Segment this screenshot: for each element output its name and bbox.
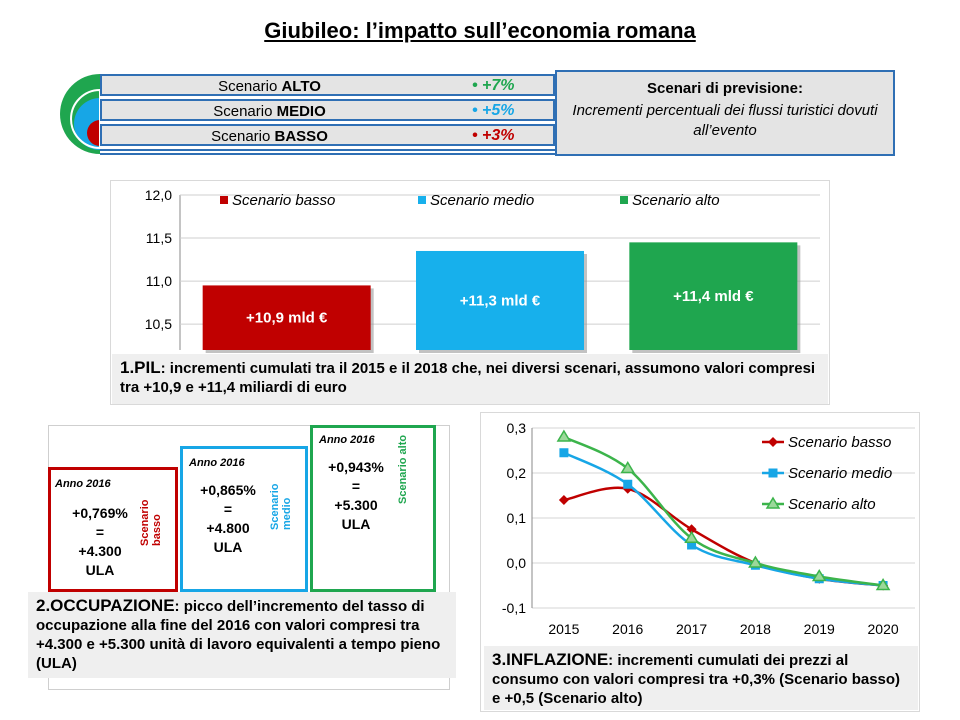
occupazione-value: +0,769% = +4.300 ULA xyxy=(72,505,128,578)
x-tick-label: 2018 xyxy=(740,621,771,637)
legend-label: Scenario basso xyxy=(232,192,335,209)
occupazione-value: +0,943% = +5.300 ULA xyxy=(328,459,384,532)
bar-data-label: +10,9 mld € xyxy=(246,310,328,327)
occupazione-year: Anno 2016 xyxy=(189,457,245,469)
data-point xyxy=(556,429,572,442)
data-point xyxy=(558,495,569,505)
scenario-label: Scenario BASSO xyxy=(211,128,328,145)
data-point xyxy=(686,524,697,535)
data-point xyxy=(687,540,697,550)
x-tick-label: 2016 xyxy=(612,621,643,637)
y-tick-label: 11,5 xyxy=(146,230,172,246)
scenario-label: Scenario MEDIO xyxy=(213,103,326,120)
legend-label: Scenario medio xyxy=(788,465,892,482)
inflazione-caption-text: : incrementi cumulati dei prezzi al cons… xyxy=(492,652,901,707)
scenario-row-basso: Scenario BASSO • +3% xyxy=(100,124,555,146)
y-tick-label: 0,2 xyxy=(507,465,527,481)
y-tick-label: 12,0 xyxy=(145,187,172,203)
occupazione-caption-text: : picco dell’incremento del tasso di occ… xyxy=(36,598,441,672)
y-tick-label: 0,0 xyxy=(507,555,527,571)
data-point xyxy=(768,437,778,447)
page-title: Giubileo: l’impatto sull’economia romana xyxy=(264,18,696,43)
data-point xyxy=(559,448,569,458)
occupazione-caption-number: 2.OCCUPAZIONE xyxy=(36,596,175,615)
occupazione-box-alto: Anno 2016 +0,943% = +5.300 ULA Scenario alt… xyxy=(310,425,436,592)
bar-data-label: +11,3 mld € xyxy=(460,292,541,309)
bar xyxy=(629,242,798,350)
occupazione-box-medio: Anno 2016 +0,865% = +4.800 ULA Scenario med… xyxy=(180,446,308,592)
y-tick-label: -0,1 xyxy=(502,600,526,616)
y-tick-label: 11,0 xyxy=(146,273,172,289)
legend-label: Scenario alto xyxy=(788,496,876,513)
x-tick-label: 2017 xyxy=(676,621,707,637)
occupazione-box-basso: Anno 2016 +0,769% = +4.300 ULA Scenario bas… xyxy=(48,467,178,592)
data-point xyxy=(875,578,891,591)
occupazione-year: Anno 2016 xyxy=(55,478,111,490)
scenario-label: Scenario ALTO xyxy=(218,78,321,95)
pil-caption-number: 1.PIL xyxy=(120,358,161,377)
data-point xyxy=(748,555,763,568)
inflazione-caption: 3.INFLAZIONE: incrementi cumulati dei pr… xyxy=(484,646,918,710)
occupazione-year: Anno 2016 xyxy=(319,434,375,446)
data-point xyxy=(684,530,699,543)
data-point xyxy=(620,461,636,474)
data-point xyxy=(768,468,778,478)
y-tick-label: 0,3 xyxy=(507,420,527,436)
scenario-value: • +7% xyxy=(472,77,515,94)
bar xyxy=(202,285,371,350)
data-point xyxy=(623,479,633,489)
x-tick-label: 2015 xyxy=(548,621,579,637)
scenario-note: Scenari di previsione: Incrementi percen… xyxy=(555,70,895,156)
legend-swatch xyxy=(418,196,426,204)
inflazione-caption-number: 3.INFLAZIONE xyxy=(492,650,609,669)
inflazione-line-chart: 0,3 0,2 0,1 0,0 -0,1 2015 2016 2017 2018 2019 2020… xyxy=(502,420,915,637)
series-line xyxy=(563,435,884,587)
x-tick-label: 2020 xyxy=(868,621,899,637)
x-tick-label: 2019 xyxy=(804,621,835,637)
occupazione-scenario-label: Scenario alto xyxy=(397,434,409,504)
pil-caption-text: : incrementi cumulati tra il 2015 e il 2… xyxy=(120,360,816,396)
occupazione-value: +0,865% = +4.800 ULA xyxy=(200,482,256,555)
occupazione-scenario-label: Scenario basso xyxy=(139,499,163,546)
legend-swatch xyxy=(620,196,628,204)
legend-swatch xyxy=(220,196,228,204)
legend-label: Scenario basso xyxy=(788,434,891,451)
occupazione-scenario-label: Scenario medio xyxy=(269,483,293,530)
scenario-row-medio: Scenario MEDIO • +5% xyxy=(100,99,555,121)
scenario-value: • +3% xyxy=(472,127,515,144)
occupazione-caption: 2.OCCUPAZIONE: picco dell’incremento del… xyxy=(28,592,456,678)
data-point xyxy=(765,496,781,509)
scenario-value: • +5% xyxy=(472,102,515,119)
y-tick-label: 10,5 xyxy=(145,316,172,332)
bar xyxy=(416,250,584,350)
legend-label: Scenario medio xyxy=(430,192,534,209)
scenario-note-heading: Scenari di previsione: xyxy=(647,80,803,97)
pil-bar-chart: 12,0 11,5 11,0 10,5 +10,9 mld € +11,3 mld € +1… xyxy=(145,187,820,353)
legend-label: Scenario alto xyxy=(632,192,720,209)
bar-data-label: +11,4 mld € xyxy=(673,288,754,305)
pil-caption: 1.PIL: incrementi cumulati tra il 2015 e… xyxy=(112,354,828,404)
scenario-row-alto: Scenario ALTO • +7% xyxy=(100,74,555,96)
scenario-rings-icon xyxy=(60,74,101,154)
y-tick-label: 0,1 xyxy=(507,510,527,526)
data-point xyxy=(811,569,827,582)
scenario-divider xyxy=(100,149,555,155)
scenario-note-text: Incrementi percentuali dei flussi turist… xyxy=(572,102,878,139)
